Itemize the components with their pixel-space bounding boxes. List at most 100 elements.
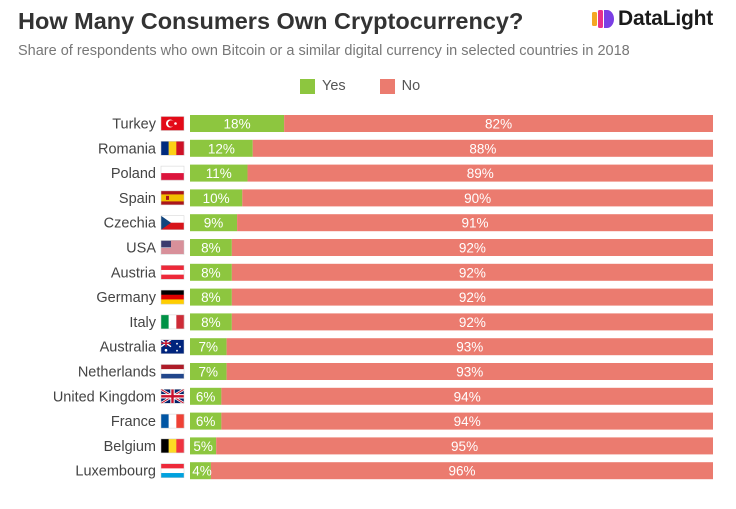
bar-row: France 6% 94% [111, 412, 713, 430]
datalight-logo-icon [592, 10, 614, 28]
bar-no [231, 288, 713, 306]
bar-row: Netherlands 7% 93% [78, 363, 714, 381]
data-label-yes: 7% [199, 340, 219, 355]
flag-netherlands-icon [160, 364, 185, 379]
bar-row: Germany 8% 92% [96, 288, 713, 306]
bar-row: Poland 11% 89% [111, 164, 713, 182]
category-label: Netherlands [78, 365, 156, 381]
bar-row: Austria 8% 92% [111, 263, 713, 281]
bar-yes [190, 288, 232, 306]
bar-row: Turkey 18% 82% [112, 115, 713, 133]
legend-item-no: No [379, 78, 421, 94]
data-label-yes: 8% [201, 290, 221, 305]
data-label-yes: 8% [201, 315, 221, 330]
bar-row: Romania 12% 88% [98, 139, 713, 157]
legend-item-yes: Yes [300, 78, 346, 94]
category-label: Spain [119, 191, 156, 207]
flag-belgium-icon [160, 438, 185, 454]
legend-label-yes: Yes [322, 78, 346, 94]
data-label-yes: 6% [196, 389, 216, 404]
bar-row: United Kingdom 6% 94% [53, 387, 713, 405]
bar-yes [190, 214, 238, 232]
bar-yes [190, 115, 285, 132]
flag-spain-icon [160, 190, 185, 206]
bar-no [226, 363, 714, 380]
category-label: Germany [96, 290, 156, 306]
data-label-yes: 5% [193, 439, 213, 454]
flag-austria-icon [160, 265, 185, 280]
data-label-no: 92% [459, 315, 486, 330]
data-label-no: 92% [459, 290, 486, 305]
category-label: Australia [100, 340, 157, 356]
flag-poland-icon [160, 165, 185, 181]
data-label-no: 89% [467, 166, 494, 181]
bar-no [231, 313, 713, 331]
data-label-yes: 10% [203, 191, 230, 206]
flag-germany-icon [160, 289, 185, 305]
data-label-yes: 9% [204, 216, 224, 231]
data-label-no: 93% [456, 365, 483, 380]
flag-turkey-icon [160, 116, 185, 131]
bar-no [247, 164, 713, 182]
chart-subtitle: Share of respondents who own Bitcoin or … [18, 43, 630, 59]
bar-no [221, 387, 713, 405]
data-label-yes: 4% [192, 464, 212, 479]
bar-row: Australia 7% 93% [100, 338, 714, 356]
legend-swatch-no [379, 78, 395, 94]
data-label-no: 92% [459, 265, 486, 280]
bar-row: USA 8% 92% [126, 239, 713, 257]
bar-no [231, 239, 713, 256]
bar-yes [190, 189, 243, 207]
flag-romania-icon [160, 141, 185, 156]
data-label-no: 91% [462, 216, 489, 231]
data-label-no: 93% [456, 340, 483, 355]
bar-row: Belgium 5% 95% [104, 437, 713, 455]
brand-logo: DataLight [592, 6, 713, 32]
bar-yes [190, 263, 232, 281]
category-label: Austria [111, 265, 157, 281]
bar-yes [190, 412, 222, 430]
bar-no [242, 189, 714, 207]
bar-row: Italy 8% 92% [129, 313, 713, 331]
bar-yes [190, 338, 227, 356]
bar-no [237, 214, 713, 232]
chart-title: How Many Consumers Own Cryptocurrency? [18, 8, 524, 34]
data-label-yes: 8% [201, 241, 221, 256]
bar-yes [190, 164, 248, 182]
data-label-no: 94% [454, 414, 481, 429]
bar-yes [190, 462, 211, 480]
footer-strip [0, 506, 736, 509]
category-label: Poland [111, 166, 156, 182]
data-label-yes: 11% [206, 166, 232, 181]
bar-yes [190, 363, 227, 380]
bar-row: Czechia 9% 91% [104, 214, 713, 232]
flag-france-icon [160, 413, 185, 429]
legend-label-no: No [401, 78, 421, 94]
bar-yes [190, 437, 217, 455]
data-label-no: 95% [451, 439, 478, 454]
data-label-no: 94% [454, 389, 481, 404]
bar-row: Luxembourg 4% 96% [75, 462, 714, 480]
bar-yes [190, 387, 222, 405]
category-label: Luxembourg [75, 464, 156, 480]
bar-no [252, 139, 713, 157]
category-label: Czechia [104, 216, 157, 232]
data-label-yes: 6% [196, 414, 216, 429]
category-label: Italy [129, 315, 156, 331]
data-label-yes: 8% [201, 265, 221, 280]
flag-czechia-icon [160, 215, 185, 230]
data-label-yes: 18% [224, 117, 251, 132]
data-label-no: 96% [448, 464, 475, 479]
legend-swatch-yes [300, 78, 315, 94]
category-label: Belgium [104, 439, 156, 455]
bar-yes [190, 313, 232, 331]
bar-no [284, 115, 713, 132]
bar-no [226, 338, 714, 356]
bar-yes [190, 239, 232, 256]
data-label-yes: 7% [199, 365, 219, 380]
flag-italy-icon [160, 314, 185, 330]
data-label-no: 90% [464, 191, 491, 206]
bar-no [216, 437, 713, 455]
flag-australia-icon [160, 339, 185, 354]
